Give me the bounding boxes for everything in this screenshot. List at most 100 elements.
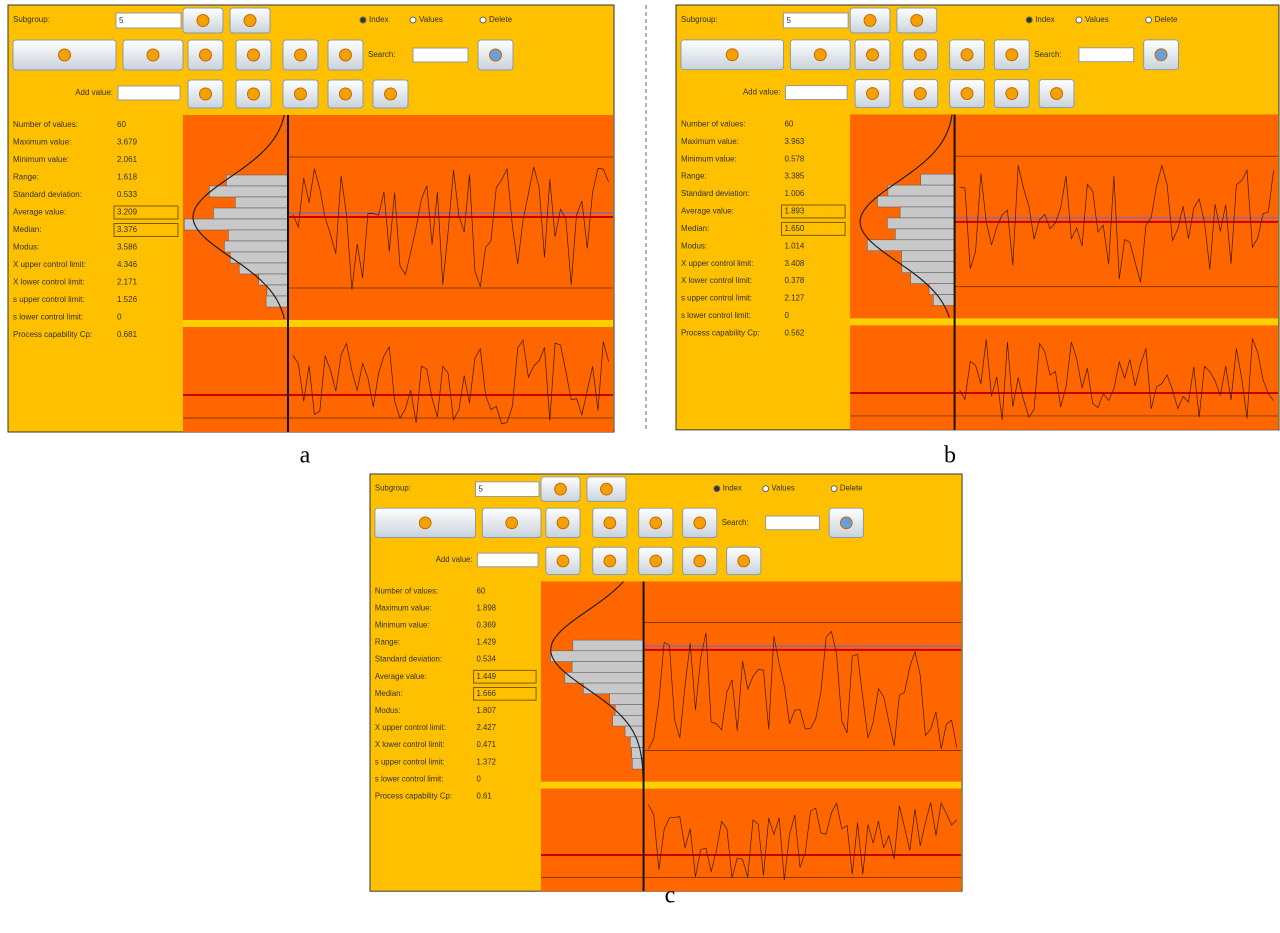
radio[interactable] bbox=[1076, 17, 1082, 23]
stat-value: 1.449 bbox=[476, 672, 496, 681]
button-icon bbox=[1006, 88, 1018, 100]
radio-label: Index bbox=[1035, 15, 1054, 24]
histogram-bar bbox=[921, 174, 955, 185]
button-icon bbox=[738, 555, 750, 567]
button-icon bbox=[867, 88, 879, 100]
histogram-bar bbox=[209, 186, 288, 197]
stat-value: 1.526 bbox=[117, 295, 138, 304]
subgroup-input[interactable] bbox=[783, 13, 848, 28]
radio-label: Values bbox=[1085, 15, 1109, 24]
stat-label: Range: bbox=[375, 638, 400, 647]
stat-label: X lower control limit: bbox=[681, 276, 752, 285]
button-icon bbox=[557, 555, 569, 567]
histogram-bar bbox=[902, 251, 955, 262]
radio-label: Values bbox=[419, 15, 443, 24]
stat-value: 0 bbox=[476, 774, 481, 783]
stat-label: s lower control limit: bbox=[681, 311, 751, 320]
add-value-label: Add value: bbox=[436, 555, 473, 564]
stat-label: Median: bbox=[375, 689, 403, 698]
stat-value: 1.666 bbox=[476, 689, 496, 698]
stat-value: 3.408 bbox=[784, 259, 804, 268]
figure: aSubgroup:5IndexValuesDeleteSearch:Add v… bbox=[0, 0, 1280, 933]
stat-label: X lower control limit: bbox=[13, 278, 85, 287]
subgroup-input[interactable] bbox=[476, 482, 540, 497]
stat-label: Minimum value: bbox=[13, 155, 69, 164]
add-value-input[interactable] bbox=[477, 553, 538, 567]
radio[interactable] bbox=[1026, 17, 1032, 23]
subgroup-value: 5 bbox=[786, 16, 791, 25]
stat-value: 2.061 bbox=[117, 155, 138, 164]
stat-value: 1.807 bbox=[476, 706, 496, 715]
radio[interactable] bbox=[831, 486, 837, 492]
stat-value: 3.385 bbox=[784, 172, 804, 181]
histogram-bar bbox=[230, 252, 288, 263]
radio-label: Index bbox=[723, 484, 742, 493]
button-icon bbox=[59, 49, 71, 61]
stat-label: Modus: bbox=[681, 241, 707, 250]
add-value-label: Add value: bbox=[75, 88, 113, 97]
stat-label: Average value: bbox=[681, 207, 734, 216]
caption: b bbox=[944, 443, 956, 469]
histogram-bar bbox=[933, 295, 954, 306]
stat-value: 1.618 bbox=[117, 173, 138, 182]
stat-value: 2.171 bbox=[117, 278, 138, 287]
button-icon bbox=[244, 15, 256, 27]
histogram-bar bbox=[550, 651, 643, 662]
plot-area bbox=[183, 327, 613, 432]
stat-label: Minimum value: bbox=[681, 154, 737, 163]
radio[interactable] bbox=[1146, 17, 1152, 23]
stat-value: 2.427 bbox=[476, 723, 496, 732]
stat-label: Minimum value: bbox=[375, 620, 430, 629]
button-icon bbox=[601, 483, 613, 495]
stat-label: s upper control limit: bbox=[13, 295, 85, 304]
stat-label: Standard deviation: bbox=[13, 190, 82, 199]
stat-label: s lower control limit: bbox=[375, 774, 443, 783]
radio[interactable] bbox=[360, 17, 366, 23]
histogram-bar bbox=[259, 274, 288, 285]
stat-label: Average value: bbox=[375, 672, 427, 681]
histogram-bar bbox=[226, 175, 288, 186]
search-input[interactable] bbox=[766, 516, 820, 530]
plot-area bbox=[850, 325, 1278, 429]
stat-value: 0.534 bbox=[476, 655, 496, 664]
search-input[interactable] bbox=[1079, 48, 1134, 62]
search-input[interactable] bbox=[413, 48, 468, 62]
button-icon bbox=[961, 49, 973, 61]
add-value-input[interactable] bbox=[118, 86, 180, 100]
radio-label: Delete bbox=[1155, 15, 1179, 24]
radio[interactable] bbox=[480, 17, 486, 23]
stat-label: Number of values: bbox=[375, 586, 438, 595]
radio[interactable] bbox=[714, 486, 720, 492]
button-icon bbox=[650, 517, 662, 529]
button-icon bbox=[604, 555, 616, 567]
button-icon bbox=[197, 15, 209, 27]
stat-label: Standard deviation: bbox=[681, 189, 750, 198]
stat-value: 3.376 bbox=[117, 225, 138, 234]
button-icon bbox=[340, 88, 352, 100]
add-value-input[interactable] bbox=[785, 86, 847, 100]
radio[interactable] bbox=[763, 486, 769, 492]
plot-separator bbox=[183, 320, 613, 327]
subgroup-input[interactable] bbox=[116, 13, 181, 28]
plot-separator bbox=[541, 782, 961, 789]
histogram-bar bbox=[224, 241, 288, 252]
histogram-bar bbox=[888, 185, 955, 196]
button-icon bbox=[147, 49, 159, 61]
stat-label: Process capability Cp: bbox=[13, 330, 92, 339]
stat-value: 4.346 bbox=[117, 260, 138, 269]
search-label: Search: bbox=[368, 50, 396, 59]
button-icon bbox=[1051, 88, 1063, 100]
button-icon bbox=[385, 88, 397, 100]
stat-label: X upper control limit: bbox=[375, 723, 446, 732]
stat-label: Maximum value: bbox=[375, 603, 432, 612]
stat-value: 0 bbox=[117, 313, 122, 322]
stat-label: X lower control limit: bbox=[375, 740, 445, 749]
radio[interactable] bbox=[410, 17, 416, 23]
button-icon bbox=[248, 49, 260, 61]
stat-value: 0.533 bbox=[117, 190, 138, 199]
subgroup-label: Subgroup: bbox=[13, 15, 50, 24]
button-icon bbox=[490, 49, 502, 61]
histogram-bar bbox=[184, 219, 288, 230]
button-icon bbox=[340, 49, 352, 61]
